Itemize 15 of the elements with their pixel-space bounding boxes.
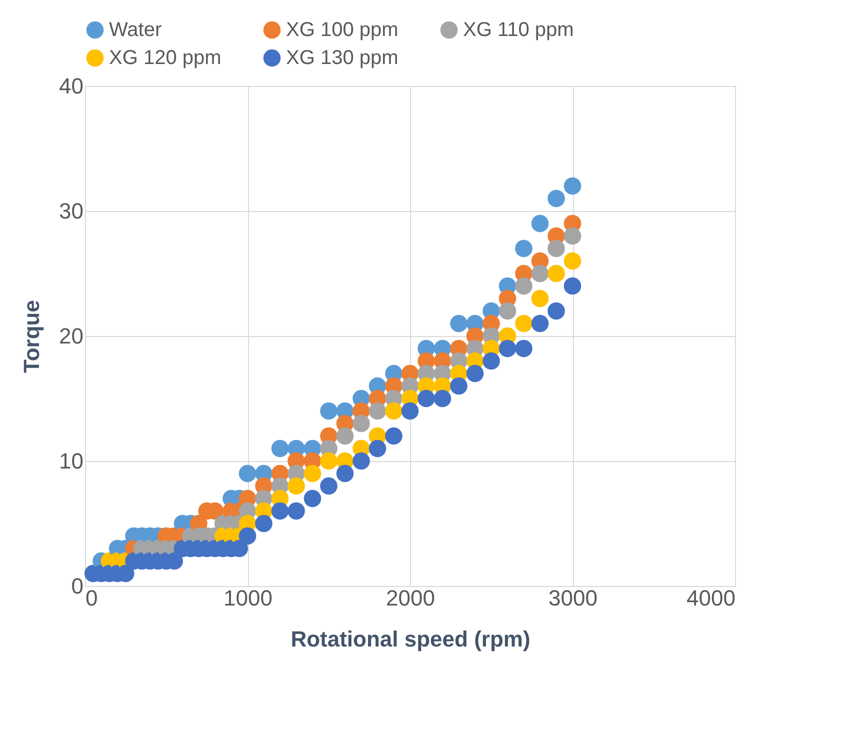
x-tick-label: 2000: [386, 586, 435, 610]
legend-label: XG 120 ppm: [109, 47, 222, 69]
legend-label: XG 130 ppm: [286, 47, 398, 69]
legend-label: XG 100 ppm: [286, 19, 398, 41]
x-tick-label: 4000: [686, 586, 736, 610]
x-tick-label: 3000: [548, 586, 598, 610]
y-tick-label: 30: [59, 198, 84, 224]
legend-label: XG 110 ppm: [463, 19, 574, 41]
x-tick-label: 1000: [224, 586, 272, 610]
y-tick-label: 40: [59, 74, 84, 98]
y-tick-label: 10: [59, 448, 84, 474]
legend-label: Water: [109, 19, 162, 41]
x-axis-title: Rotational speed (rpm): [290, 626, 530, 652]
y-axis-title: Torque: [19, 300, 44, 373]
y-tick-label: 20: [59, 324, 84, 348]
